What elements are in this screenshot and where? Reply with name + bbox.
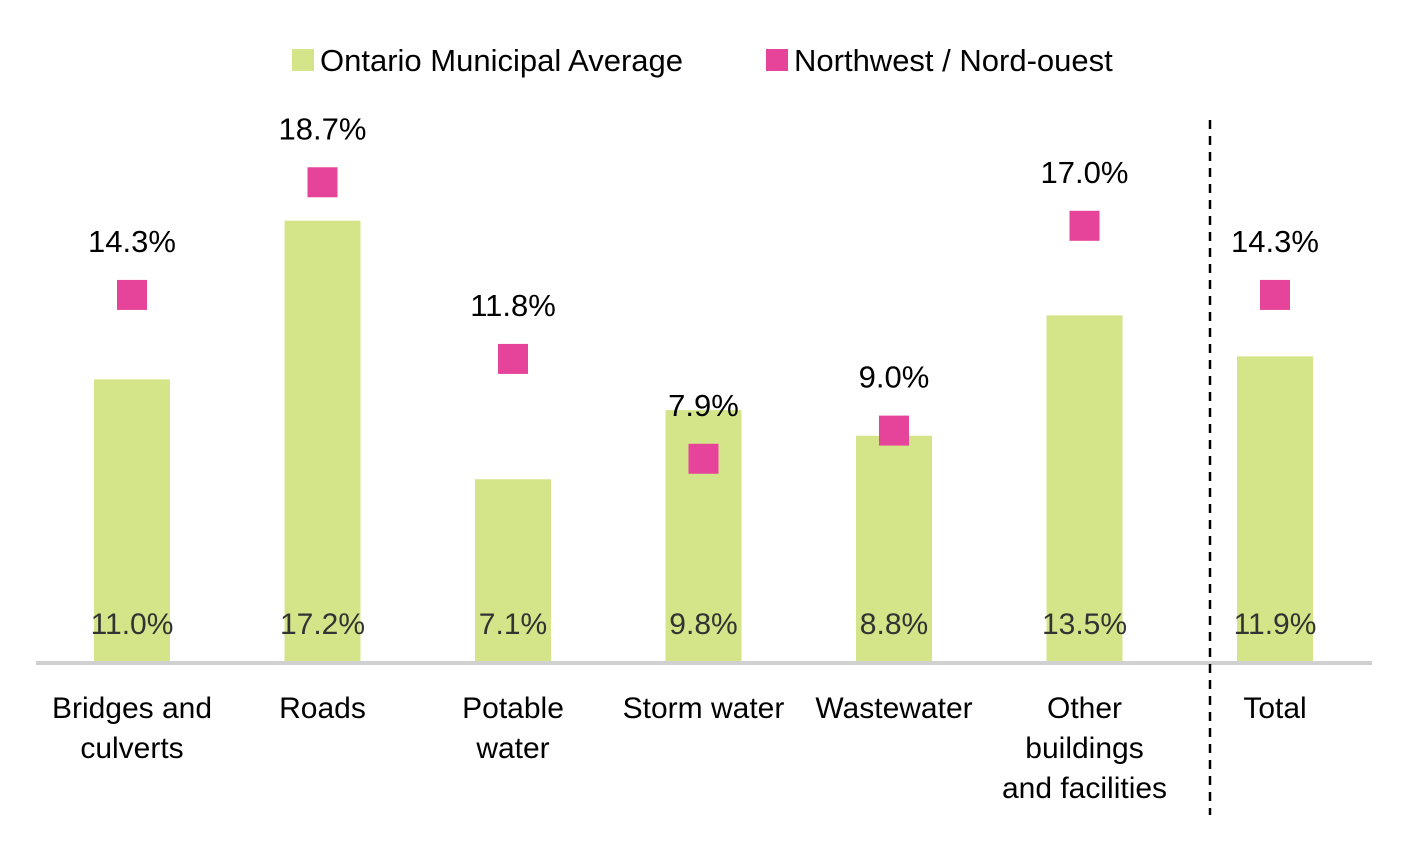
category-label-line: Potable — [462, 692, 564, 725]
bar-value-label: 13.5% — [1042, 608, 1127, 641]
category-label-line: Bridges and — [52, 692, 212, 725]
bar-ontario-average — [1237, 356, 1313, 661]
category-label-line: Other — [1047, 692, 1122, 725]
marker-northwest — [688, 443, 719, 474]
marker-value-label: 14.3% — [1231, 224, 1319, 259]
marker-value-label: 9.0% — [859, 360, 930, 395]
category-label-line: Total — [1243, 692, 1306, 725]
category-label: Total — [1243, 692, 1306, 725]
category-label: Roads — [279, 692, 366, 725]
legend-swatch-northwest — [766, 49, 788, 71]
marker-value-label: 11.8% — [470, 288, 556, 323]
markers-layer — [117, 167, 1290, 474]
bars-layer — [94, 220, 1313, 661]
category-label: Other buildings and facilities — [1002, 692, 1167, 805]
bar-value-label: 8.8% — [860, 608, 928, 641]
bar-ontario-average — [475, 479, 551, 661]
bar-ontario-average — [1046, 315, 1123, 661]
marker-value-label: 18.7% — [279, 111, 367, 146]
category-label-line: Roads — [279, 692, 366, 725]
marker-northwest — [117, 279, 147, 310]
marker-northwest — [307, 167, 338, 198]
bar-value-label: 17.2% — [280, 608, 365, 641]
category-label-line: water — [475, 732, 549, 765]
marker-value-label: 17.0% — [1041, 155, 1129, 190]
legend: Ontario Municipal Average Northwest / No… — [292, 43, 1113, 78]
category-label: Storm water — [623, 692, 785, 725]
category-label-line: buildings — [1025, 732, 1143, 765]
marker-northwest — [498, 343, 528, 374]
bar-ontario-average — [856, 435, 932, 661]
category-label: Potable water — [462, 692, 564, 765]
legend-label-northwest: Northwest / Nord-ouest — [794, 43, 1113, 78]
marker-northwest — [1260, 279, 1290, 310]
marker-value-label: 14.3% — [88, 224, 176, 259]
bar-value-label: 7.1% — [479, 608, 547, 641]
category-label: Bridges and culverts — [52, 692, 212, 765]
category-label-line: and facilities — [1002, 772, 1167, 805]
marker-value-label: 7.9% — [668, 388, 739, 423]
bar-value-label: 9.8% — [669, 608, 737, 641]
labels-layer: 11.0% 14.3% 17.2% 18.7% 7.1% 11.8% 9.8% 7.9% 8.8… — [88, 111, 1319, 641]
bar-value-label: 11.0% — [91, 608, 174, 641]
category-label-line: Wastewater — [815, 692, 972, 725]
bar-ontario-average — [94, 379, 170, 661]
bar-value-label: 11.9% — [1234, 608, 1317, 641]
marker-northwest — [1069, 210, 1100, 241]
category-label-line: culverts — [80, 732, 183, 765]
category-label: Wastewater — [815, 692, 972, 725]
bar-ontario-average — [284, 220, 361, 661]
category-labels: Bridges and culverts Roads Potable water Stor… — [52, 692, 1307, 805]
category-label-line: Storm water — [623, 692, 785, 725]
legend-swatch-ontario-average — [292, 49, 314, 71]
legend-label-ontario-average: Ontario Municipal Average — [320, 43, 683, 78]
marker-northwest — [879, 415, 909, 446]
